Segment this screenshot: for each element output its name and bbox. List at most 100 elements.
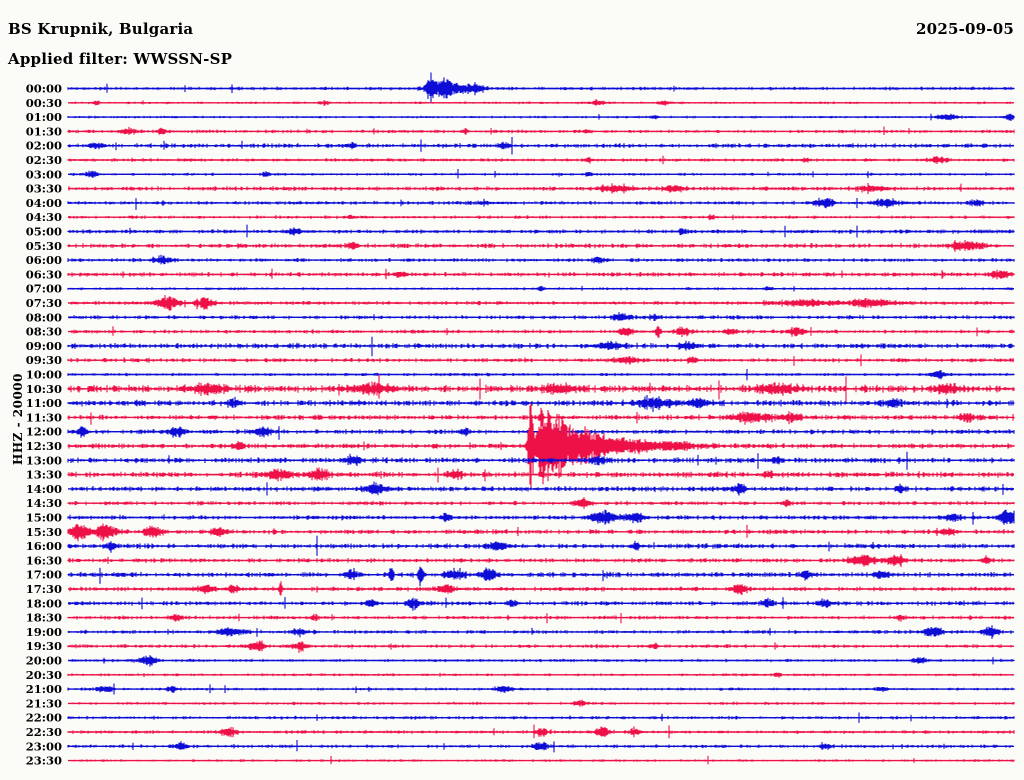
trace-row-1330 [67,467,1014,483]
row-time-label: 23:30 [26,754,62,768]
trace-row-1130 [67,407,1015,427]
trace-row-1430 [67,497,1015,509]
trace-row-2200 [67,712,1015,723]
row-time-label: 18:30 [26,611,62,625]
trace-row-1000 [67,369,1015,381]
trace-row-1030 [67,374,1015,403]
trace-row-0730 [70,295,1015,311]
row-time-label: 11:00 [26,396,62,410]
row-time-label: 12:30 [26,439,62,453]
trace-row-1530 [67,523,1015,542]
trace-row-2030 [67,672,1013,678]
station-title: BS Krupnik, Bulgaria [8,20,194,38]
row-time-label: 15:30 [26,525,62,539]
trace-row-1100 [67,395,1015,412]
row-time-label: 01:00 [26,110,62,124]
row-time-label: 04:00 [26,196,62,210]
trace-row-0030 [71,99,1013,106]
row-time-label: 15:00 [26,511,62,525]
trace-row-2230 [67,724,1015,739]
trace-row-0800 [68,312,1015,321]
row-time-label: 23:00 [26,739,62,753]
trace-row-1800 [68,597,1015,611]
row-time-label: 13:00 [26,453,62,467]
row-time-label: 17:30 [26,582,62,596]
trace-row-1700 [67,566,1014,587]
row-time-label: 08:30 [26,325,62,339]
trace-row-1600 [67,535,1015,556]
trace-row-0100 [67,113,1015,121]
row-time-label: 20:30 [26,668,62,682]
row-time-label: 06:30 [26,267,62,281]
row-time-label: 14:30 [26,496,62,510]
row-time-label: 04:30 [26,210,62,224]
row-time-label: 02:30 [26,153,62,167]
row-time-label: 03:30 [26,182,62,196]
row-time-label: 17:00 [26,568,62,582]
trace-row-1200 [67,426,1015,440]
trace-row-1300 [67,451,1015,470]
trace-row-0930 [67,354,1014,367]
row-time-label: 09:00 [26,339,62,353]
trace-row-0200 [67,137,1014,155]
trace-row-0600 [67,254,1015,265]
row-time-label: 03:00 [26,167,62,181]
row-time-label: 16:30 [26,553,62,567]
trace-row-1630 [67,554,1015,567]
row-time-label: 09:30 [26,353,62,367]
row-time-label: 00:30 [26,96,62,110]
row-time-label: 13:30 [26,468,62,482]
trace-row-0400 [67,197,1015,210]
trace-row-0230 [67,155,1015,165]
row-time-label: 21:30 [26,696,62,710]
row-time-label: 14:00 [26,482,62,496]
row-time-label: 11:30 [26,410,62,424]
trace-row-2330 [72,755,1015,765]
trace-row-2100 [67,683,1015,695]
trace-row-1830 [67,613,1014,624]
row-time-label: 01:30 [26,124,62,138]
trace-row-0900 [67,336,1015,357]
trace-row-0300 [70,169,1015,179]
row-time-label: 18:00 [26,596,62,610]
trace-row-0130 [67,126,1015,135]
row-time-label: 02:00 [26,139,62,153]
trace-row-0430 [68,214,1015,221]
row-time-label: 16:00 [26,539,62,553]
trace-row-1230 [67,403,1015,489]
row-time-label: 07:30 [26,296,62,310]
row-time-label: 08:00 [26,310,62,324]
date-label: 2025-09-05 [916,20,1014,38]
trace-row-1500 [67,509,1015,525]
row-time-label: 12:00 [26,425,62,439]
row-time-label: 00:00 [26,82,62,96]
row-time-label: 22:30 [26,725,62,739]
row-time-label: 05:00 [26,225,62,239]
trace-row-1400 [71,481,1014,496]
applied-filter-label: Applied filter: WWSSN-SP [8,50,233,68]
trace-row-2300 [67,740,1013,753]
trace-row-0000 [67,72,1015,104]
trace-row-0630 [67,268,1015,280]
row-time-label: 05:30 [26,239,62,253]
row-time-label: 06:00 [26,253,62,267]
row-time-label: 19:30 [26,639,62,653]
trace-row-0330 [68,183,1015,195]
trace-row-2130 [72,699,1015,707]
row-time-label: 19:00 [26,625,62,639]
trace-row-0530 [67,240,1014,252]
trace-row-1930 [67,640,1014,653]
trace-row-0700 [67,285,1014,292]
row-time-label: 07:00 [26,282,62,296]
row-time-label: 22:00 [26,711,62,725]
row-time-label: 10:00 [26,368,62,382]
row-time-label: 10:30 [26,382,62,396]
trace-row-1730 [69,581,1015,596]
trace-row-0500 [67,224,1015,238]
row-time-label: 20:00 [26,654,62,668]
trace-row-1900 [67,625,1014,639]
trace-row-0830 [70,325,1015,338]
row-time-label: 21:00 [26,682,62,696]
trace-row-2000 [69,655,1015,667]
